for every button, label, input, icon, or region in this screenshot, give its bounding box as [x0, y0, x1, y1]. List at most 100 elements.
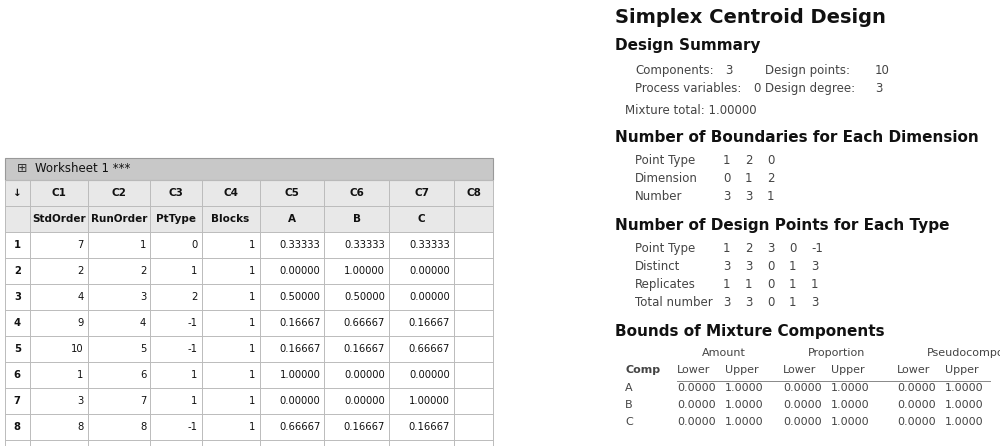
Text: 0.33333: 0.33333	[409, 240, 450, 250]
Text: C1: C1	[51, 188, 66, 198]
Text: Proportion: Proportion	[808, 348, 865, 358]
Text: 0.33333: 0.33333	[280, 240, 320, 250]
Text: Design degree:: Design degree:	[765, 82, 855, 95]
Text: C7: C7	[414, 188, 429, 198]
Text: 0.16667: 0.16667	[279, 344, 320, 354]
Text: 1.0000: 1.0000	[831, 400, 870, 410]
Text: 0.16667: 0.16667	[344, 344, 385, 354]
Text: Simplex Centroid Design: Simplex Centroid Design	[615, 8, 886, 27]
Text: Point Type: Point Type	[635, 154, 695, 167]
Text: Number: Number	[635, 190, 682, 203]
Text: 0: 0	[789, 242, 796, 255]
Text: 0.50000: 0.50000	[280, 292, 320, 302]
Text: 0.00000: 0.00000	[344, 370, 385, 380]
Text: 1: 1	[745, 172, 753, 185]
Text: 0.16667: 0.16667	[344, 422, 385, 432]
Text: 8: 8	[140, 422, 146, 432]
Text: 3: 3	[77, 396, 84, 406]
Text: 0.0000: 0.0000	[783, 383, 822, 393]
Bar	[5, 336, 493, 362]
Text: C6: C6	[349, 188, 364, 198]
Text: PtType: PtType	[156, 214, 196, 224]
Text: 0.0000: 0.0000	[783, 417, 822, 427]
Text: Total number: Total number	[635, 296, 713, 309]
Text: 0: 0	[723, 172, 730, 185]
Text: 1.00000: 1.00000	[280, 370, 320, 380]
Text: Lower: Lower	[677, 365, 710, 375]
Text: 2: 2	[14, 266, 21, 276]
Text: 0.50000: 0.50000	[344, 292, 385, 302]
Text: 0.0000: 0.0000	[677, 417, 716, 427]
Text: 0.66667: 0.66667	[279, 422, 320, 432]
Bar	[5, 158, 493, 180]
Text: 3: 3	[811, 260, 818, 273]
Text: 1: 1	[249, 318, 256, 328]
Bar	[5, 362, 493, 388]
Text: 0.66667: 0.66667	[344, 318, 385, 328]
Text: 2: 2	[767, 172, 774, 185]
Text: 1: 1	[723, 278, 730, 291]
Text: Upper: Upper	[945, 365, 979, 375]
Text: 0.16667: 0.16667	[409, 422, 450, 432]
Text: 1.0000: 1.0000	[945, 417, 984, 427]
Text: 2: 2	[745, 154, 753, 167]
Text: Blocks: Blocks	[211, 214, 250, 224]
Text: 1: 1	[191, 266, 198, 276]
Text: 3: 3	[723, 296, 730, 309]
Text: 0.33333: 0.33333	[344, 240, 385, 250]
Text: C2: C2	[111, 188, 126, 198]
Text: 1.0000: 1.0000	[831, 417, 870, 427]
Text: ⊞: ⊞	[17, 162, 28, 175]
Text: Comp: Comp	[625, 365, 660, 375]
Text: 1: 1	[723, 154, 730, 167]
Text: 1: 1	[14, 240, 21, 250]
Text: 3: 3	[811, 296, 818, 309]
Text: -1: -1	[188, 318, 198, 328]
Text: 3: 3	[745, 296, 752, 309]
Text: -1: -1	[188, 422, 198, 432]
Text: 3: 3	[875, 82, 882, 95]
Text: 1.00000: 1.00000	[409, 396, 450, 406]
Text: 5: 5	[14, 344, 21, 354]
Text: 0.16667: 0.16667	[279, 318, 320, 328]
Text: Pseudocomponent: Pseudocomponent	[927, 348, 1000, 358]
Text: 2: 2	[77, 266, 84, 276]
Text: Components:: Components:	[635, 64, 714, 77]
Text: 0: 0	[767, 296, 774, 309]
Text: Mixture total: 1.00000: Mixture total: 1.00000	[625, 104, 757, 117]
Text: 0.00000: 0.00000	[409, 370, 450, 380]
Text: 2: 2	[191, 292, 198, 302]
Text: 1.00000: 1.00000	[344, 266, 385, 276]
Text: 0.00000: 0.00000	[409, 292, 450, 302]
Text: B: B	[353, 214, 361, 224]
Bar	[5, 310, 493, 336]
Bar	[5, 284, 493, 310]
Text: 3: 3	[725, 64, 732, 77]
Text: C: C	[625, 417, 633, 427]
Text: 2: 2	[745, 242, 753, 255]
Text: 0: 0	[753, 82, 760, 95]
Text: 1.0000: 1.0000	[725, 417, 764, 427]
Text: StdOrder: StdOrder	[32, 214, 85, 224]
Text: 6: 6	[14, 370, 21, 380]
Text: 1.0000: 1.0000	[725, 400, 764, 410]
Text: A: A	[288, 214, 296, 224]
Text: 3: 3	[745, 260, 752, 273]
Text: Point Type: Point Type	[635, 242, 695, 255]
Bar	[5, 206, 493, 232]
Text: 7: 7	[77, 240, 84, 250]
Text: Worksheet 1 ***: Worksheet 1 ***	[35, 162, 130, 175]
Text: 0: 0	[767, 154, 774, 167]
Text: Number of Boundaries for Each Dimension: Number of Boundaries for Each Dimension	[615, 130, 979, 145]
Text: 3: 3	[745, 190, 752, 203]
Bar	[5, 232, 493, 258]
Text: RunOrder: RunOrder	[91, 214, 147, 224]
Text: Amount: Amount	[702, 348, 746, 358]
Text: 10: 10	[875, 64, 890, 77]
Text: 1: 1	[789, 296, 796, 309]
Text: 2: 2	[140, 266, 146, 276]
Text: 1: 1	[249, 240, 256, 250]
Text: 0: 0	[767, 278, 774, 291]
Text: 0.0000: 0.0000	[783, 400, 822, 410]
Text: 0.00000: 0.00000	[344, 396, 385, 406]
